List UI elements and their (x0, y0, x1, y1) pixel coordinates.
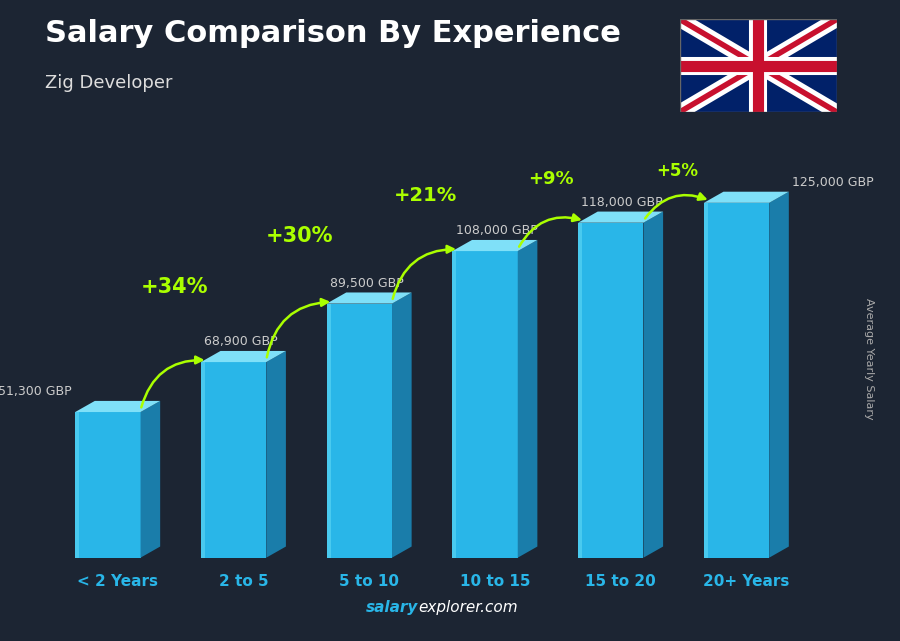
Text: 125,000 GBP: 125,000 GBP (792, 176, 874, 189)
Text: +30%: +30% (266, 226, 334, 246)
Text: +9%: +9% (528, 170, 574, 188)
Text: 51,300 GBP: 51,300 GBP (0, 385, 72, 398)
Text: 89,500 GBP: 89,500 GBP (330, 277, 404, 290)
Text: Zig Developer: Zig Developer (45, 74, 173, 92)
Polygon shape (644, 212, 663, 558)
Text: 5 to 10: 5 to 10 (339, 574, 399, 588)
Polygon shape (201, 362, 266, 558)
Polygon shape (578, 212, 663, 222)
Text: 2 to 5: 2 to 5 (219, 574, 268, 588)
Polygon shape (76, 401, 160, 412)
Text: 10 to 15: 10 to 15 (460, 574, 530, 588)
Polygon shape (453, 240, 537, 251)
Text: +21%: +21% (394, 186, 457, 205)
Text: +5%: +5% (656, 162, 698, 180)
Text: 68,900 GBP: 68,900 GBP (204, 335, 278, 348)
Polygon shape (453, 251, 518, 558)
Polygon shape (140, 401, 160, 558)
Polygon shape (518, 240, 537, 558)
Text: 108,000 GBP: 108,000 GBP (455, 224, 537, 237)
Polygon shape (578, 222, 582, 558)
Polygon shape (770, 192, 788, 558)
Polygon shape (578, 222, 644, 558)
Polygon shape (704, 203, 770, 558)
Polygon shape (327, 304, 392, 558)
Text: Salary Comparison By Experience: Salary Comparison By Experience (45, 19, 621, 48)
Text: +34%: +34% (140, 276, 208, 297)
Polygon shape (453, 251, 456, 558)
Polygon shape (680, 19, 837, 112)
Polygon shape (201, 351, 286, 362)
Polygon shape (704, 203, 707, 558)
Text: 20+ Years: 20+ Years (703, 574, 789, 588)
Text: < 2 Years: < 2 Years (77, 574, 158, 588)
Polygon shape (704, 192, 788, 203)
Polygon shape (266, 351, 286, 558)
Polygon shape (392, 292, 411, 558)
Polygon shape (201, 362, 205, 558)
Polygon shape (327, 292, 411, 304)
Text: Average Yearly Salary: Average Yearly Salary (863, 298, 874, 420)
Polygon shape (76, 412, 79, 558)
Text: 15 to 20: 15 to 20 (585, 574, 656, 588)
Polygon shape (327, 304, 330, 558)
Text: explorer.com: explorer.com (418, 601, 518, 615)
Text: 118,000 GBP: 118,000 GBP (581, 196, 663, 209)
Text: salary: salary (366, 601, 418, 615)
Polygon shape (76, 412, 140, 558)
